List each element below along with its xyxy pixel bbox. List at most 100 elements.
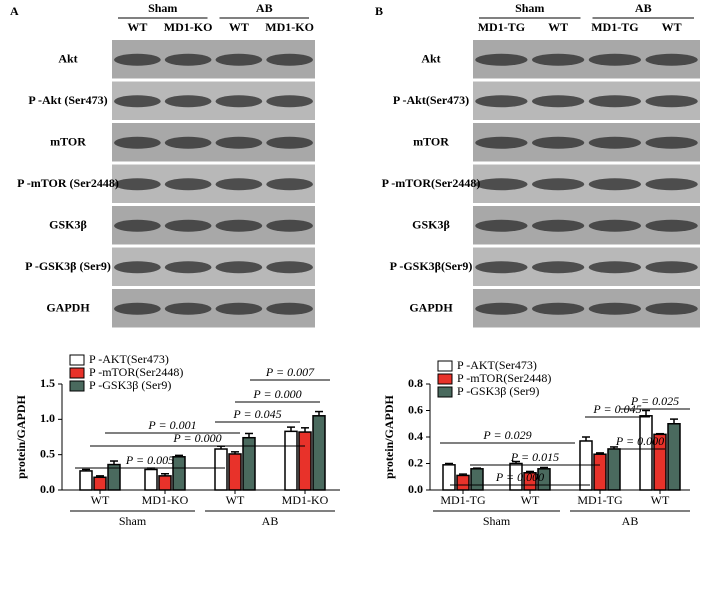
- blot-band: [588, 261, 641, 274]
- blot-band: [266, 95, 313, 108]
- y-tick-label: 0.4: [408, 429, 423, 443]
- row-label: Akt: [421, 52, 440, 66]
- p-value: P = 0.001: [147, 418, 196, 432]
- row-label: P -mTOR(Ser2448): [382, 176, 481, 190]
- legend-label: P -AKT(Ser473): [457, 358, 537, 372]
- bar: [242, 436, 256, 491]
- p-value: P = 0.029: [482, 428, 531, 442]
- p-value: P = 0.005: [125, 453, 174, 467]
- panel-letter: B: [375, 4, 383, 18]
- blot-band: [645, 95, 698, 108]
- row-label: GAPDH: [409, 301, 453, 315]
- blot-band: [645, 53, 698, 66]
- y-tick-label: 1.5: [40, 376, 55, 390]
- bar: [523, 472, 537, 491]
- p-value: P = 0.015: [510, 450, 559, 464]
- lane-label: MD1-TG: [478, 20, 525, 34]
- bar: [607, 448, 621, 491]
- blot-band: [475, 95, 528, 108]
- lane-label: WT: [229, 20, 249, 34]
- legend-label: P -AKT(Ser473): [89, 352, 169, 366]
- p-value: P = 0.045: [592, 402, 641, 416]
- y-tick-label: 0.0: [408, 482, 423, 496]
- row-label: P -GSK3β(Ser9): [390, 259, 473, 273]
- blot-band: [645, 178, 698, 191]
- bar: [214, 448, 228, 491]
- row-label: P -mTOR (Ser2448): [17, 176, 119, 190]
- bar: [144, 468, 158, 491]
- y-tick-label: 0.0: [40, 482, 55, 496]
- x-tick-label: WT: [91, 493, 110, 507]
- lane-label: WT: [662, 20, 682, 34]
- legend-swatch: [69, 367, 85, 379]
- blot-band: [164, 302, 212, 315]
- group-label: Sham: [119, 514, 147, 528]
- x-tick-label: WT: [226, 493, 245, 507]
- bar: [442, 464, 456, 491]
- blot-band: [266, 178, 313, 191]
- bar: [93, 476, 107, 491]
- blot-band: [114, 53, 161, 66]
- row-label: P -Akt(Ser473): [393, 93, 469, 107]
- blot-band: [645, 136, 698, 149]
- y-axis-label: protein/GAPDH: [382, 394, 396, 478]
- group-label: AB: [262, 514, 279, 528]
- x-tick-label: MD1-KO: [282, 493, 329, 507]
- p-value: P = 0.000: [495, 470, 544, 484]
- bar: [284, 430, 298, 491]
- legend-swatch: [69, 354, 85, 366]
- blot-band: [645, 261, 698, 274]
- legend-swatch: [437, 360, 453, 372]
- row-label: P -Akt (Ser473): [28, 93, 107, 107]
- blot-band: [588, 53, 641, 66]
- legend-label: P -GSK3β (Ser9): [457, 384, 539, 398]
- x-tick-label: WT: [521, 493, 540, 507]
- blot-band: [475, 178, 528, 191]
- bar: [298, 431, 312, 491]
- row-label: GAPDH: [46, 301, 90, 315]
- blot-band: [266, 261, 313, 274]
- blot-band: [588, 219, 641, 232]
- lane-label: WT: [548, 20, 568, 34]
- group-label: AB: [622, 514, 639, 528]
- blot-band: [114, 219, 161, 232]
- group-label: Sham: [515, 1, 544, 15]
- x-tick-label: WT: [651, 493, 670, 507]
- blot-band: [645, 219, 698, 232]
- blot-band: [266, 302, 313, 315]
- blot-band: [532, 302, 585, 315]
- panel-letter: A: [10, 4, 19, 18]
- blot-band: [114, 136, 161, 149]
- legend-swatch: [69, 380, 85, 392]
- legend-swatch: [437, 386, 453, 398]
- blot-band: [532, 95, 585, 108]
- lane-label: MD1-TG: [591, 20, 638, 34]
- lane-label: MD1-KO: [265, 20, 314, 34]
- row-label: mTOR: [413, 135, 449, 149]
- blot-band: [266, 219, 313, 232]
- y-tick-label: 1.0: [40, 411, 55, 425]
- blot-band: [475, 136, 528, 149]
- bar: [470, 468, 484, 491]
- blot-band: [114, 178, 161, 191]
- y-tick-label: 0.5: [40, 446, 55, 460]
- bar: [456, 474, 470, 491]
- blot-band: [114, 302, 161, 315]
- y-tick-label: 0.2: [408, 455, 423, 469]
- blot-band: [532, 136, 585, 149]
- blot-band: [164, 261, 212, 274]
- bar: [172, 456, 186, 491]
- bar: [312, 415, 326, 491]
- bar: [639, 415, 653, 491]
- blot-band: [475, 53, 528, 66]
- blot-band: [266, 136, 313, 149]
- p-value: P = 0.045: [232, 407, 281, 421]
- blot-band: [588, 302, 641, 315]
- blot-band: [164, 53, 212, 66]
- blot-band: [164, 219, 212, 232]
- bar: [667, 423, 681, 491]
- blot-band: [215, 219, 263, 232]
- group-label: Sham: [483, 514, 511, 528]
- x-tick-label: MD1-TG: [577, 493, 623, 507]
